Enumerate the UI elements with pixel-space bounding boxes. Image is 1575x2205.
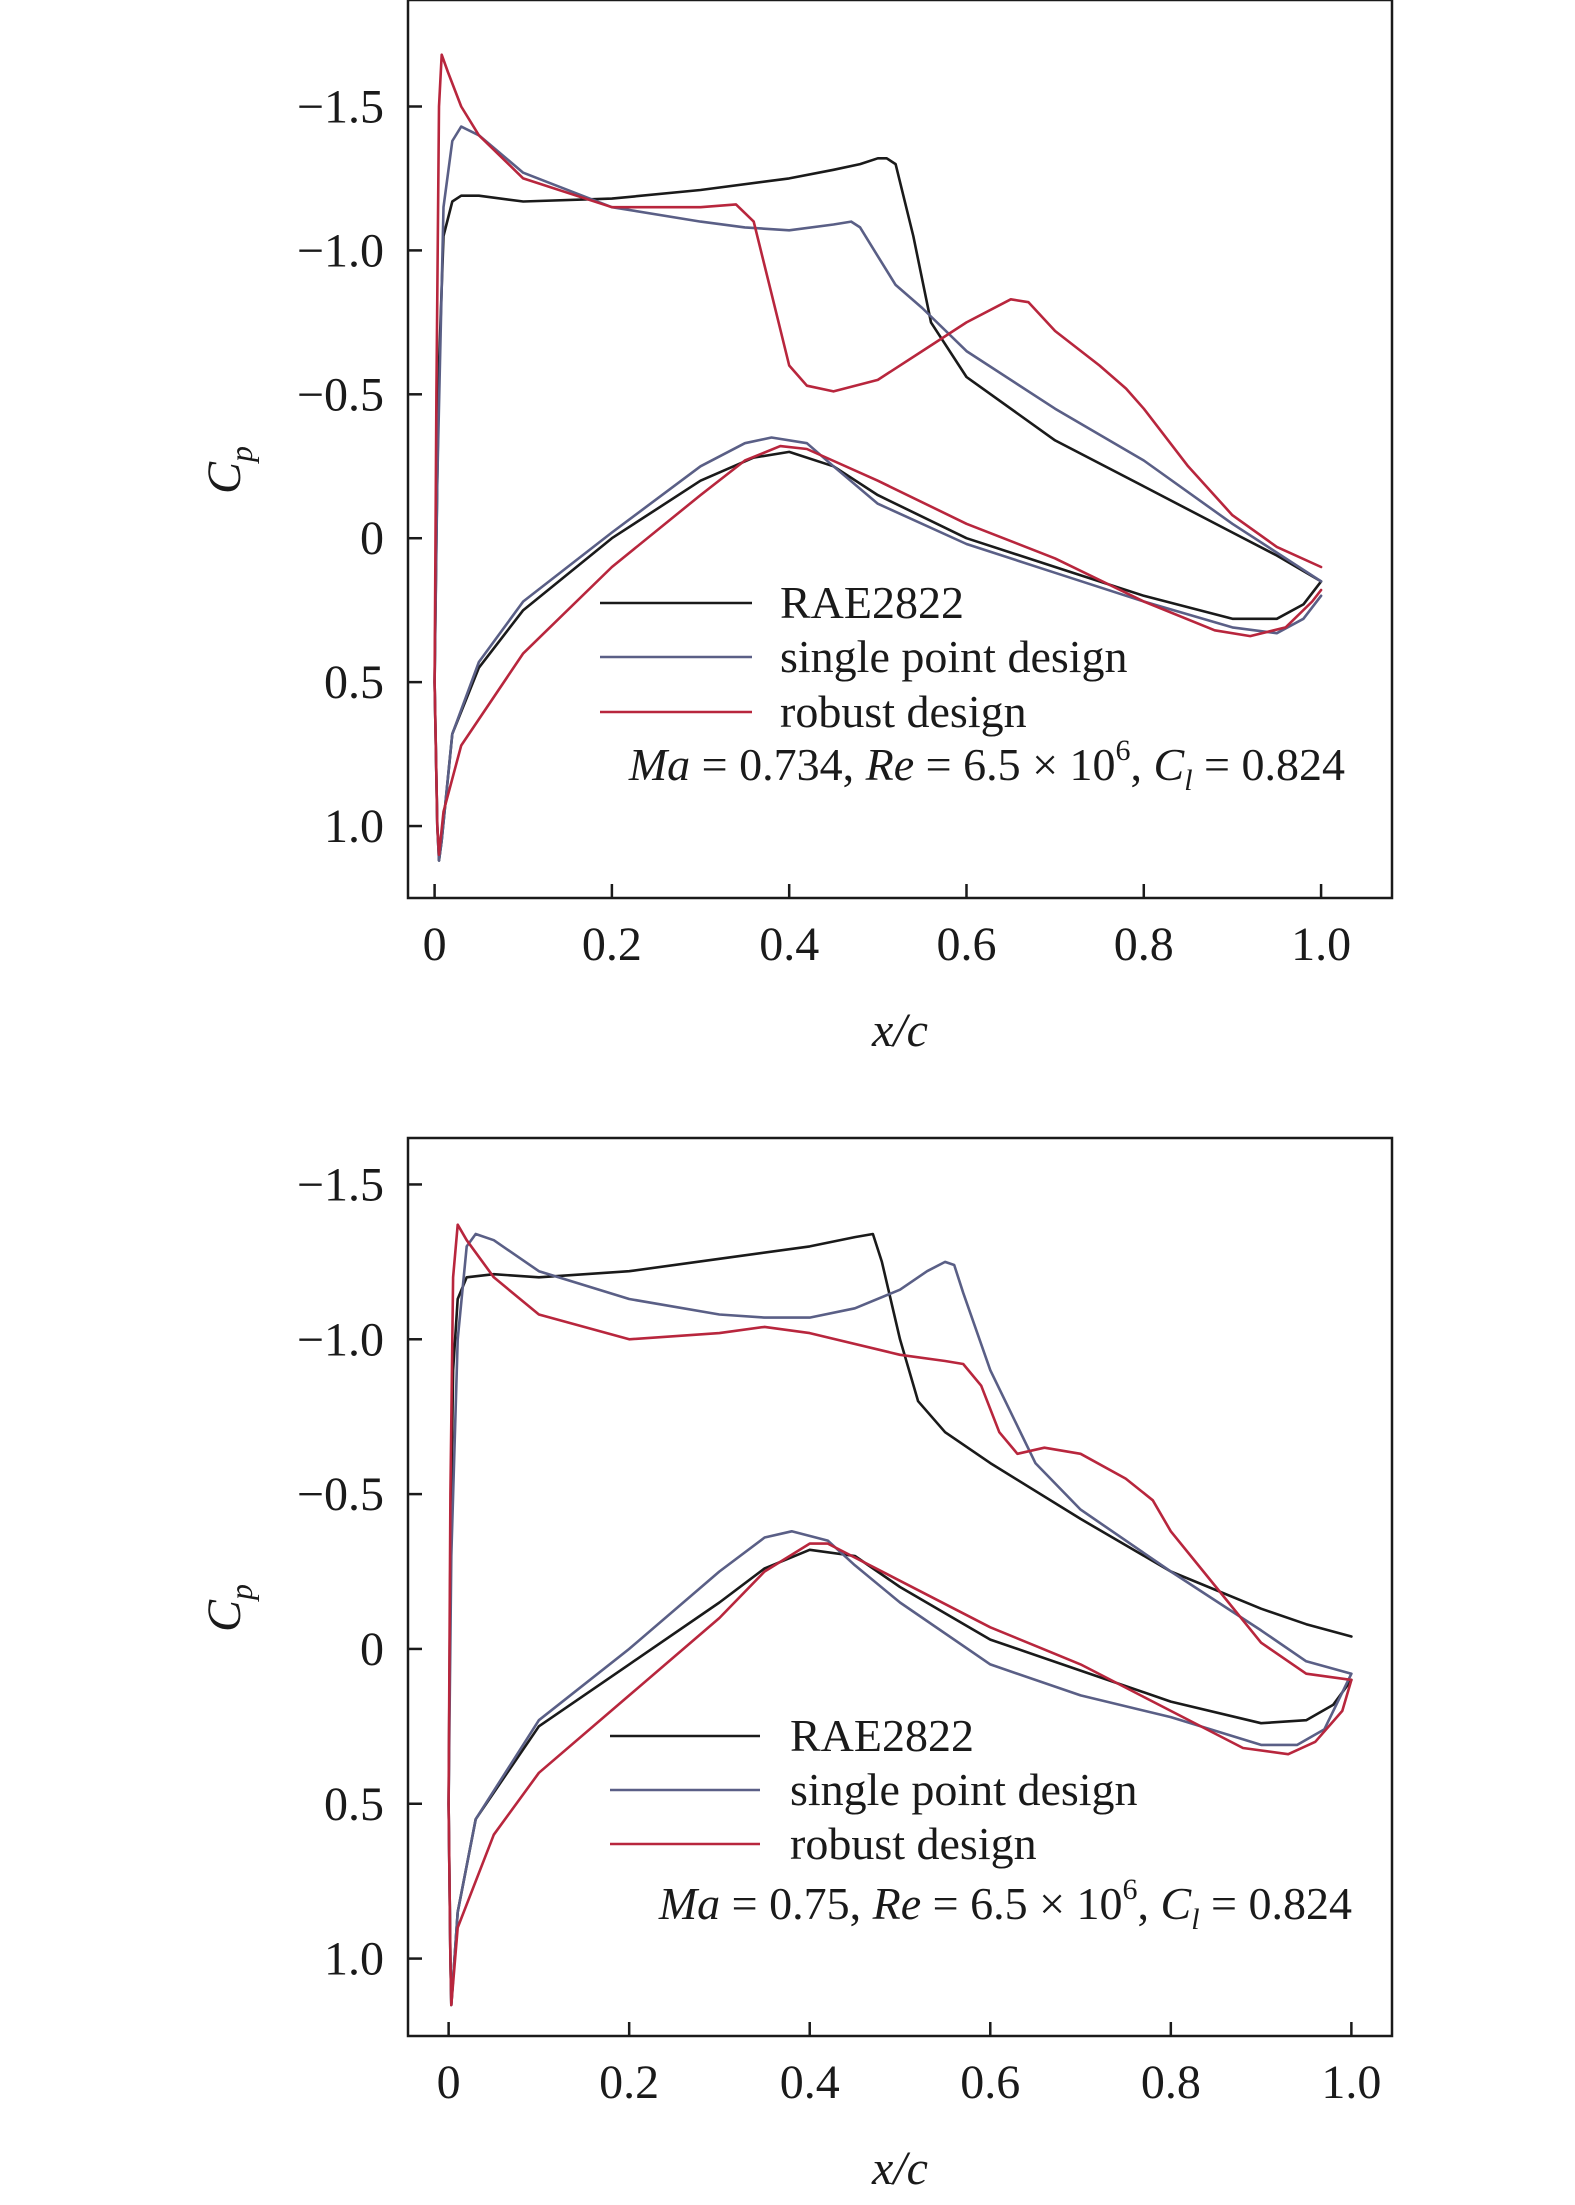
x-tick-label: 0.8 (1141, 2056, 1201, 2109)
y-tick-label: −0.5 (297, 1468, 384, 1521)
x-tick-label: 1.0 (1321, 2056, 1381, 2109)
y-tick-label: −1.5 (297, 1158, 384, 1211)
x-tick-label: 1.0 (1291, 918, 1351, 971)
y-tick-label: 0.5 (324, 656, 384, 709)
chart-panel-1: 0 0.2 0.4 0.6 0.8 1.0 −1.5 −1.0 −0.5 0 0.5 1.0 x/c Cp… (198, 0, 1394, 1057)
series-line-single-point-design (447, 1232, 1353, 2007)
legend-label: single point design (780, 631, 1128, 682)
y-tick-label: −1.0 (297, 1313, 384, 1366)
legend-label: single point design (790, 1764, 1138, 1815)
x-axis-label: x/c (871, 1004, 928, 1057)
chart-panel-2: 0 0.2 0.4 0.6 0.8 1.0 −1.5 −1.0 −0.5 0 0.5 1.0 x/c Cp… (198, 1136, 1394, 2195)
y-tick-label: 0 (360, 512, 384, 565)
x-tick-label: 0.2 (582, 918, 642, 971)
y-tick-label: −1.5 (297, 80, 384, 133)
legend-label: robust design (780, 686, 1027, 737)
x-tick-label: 0 (437, 2056, 461, 2109)
series-line-robust-design (447, 1223, 1353, 2007)
y-tick-label: 0 (360, 1623, 384, 1676)
flow-condition-annotation: Ma = 0.734, Re = 6.5 × 106, Cl = 0.824 (628, 734, 1345, 797)
x-tick-label: 0 (423, 918, 447, 971)
plot-frame (406, 1136, 1394, 2038)
series-line-single-point-design (433, 125, 1323, 862)
x-tick-label: 0.4 (759, 918, 819, 971)
y-tick-label: −1.0 (297, 224, 384, 277)
x-tick-label: 0.6 (960, 2056, 1020, 2109)
legend-label: RAE2822 (780, 577, 964, 628)
y-tick-label: 1.0 (324, 800, 384, 853)
legend-label: robust design (790, 1818, 1037, 1869)
x-axis-label: x/c (871, 2142, 928, 2195)
plot-frame (406, 0, 1394, 900)
x-tick-label: 0.4 (780, 2056, 840, 2109)
y-tick-label: 0.5 (324, 1778, 384, 1831)
x-tick-label: 0.8 (1114, 918, 1174, 971)
y-tick-label: −0.5 (297, 368, 384, 421)
x-tick-label: 0.6 (936, 918, 996, 971)
series-line-robust-design (433, 53, 1323, 857)
legend-label: RAE2822 (790, 1710, 974, 1761)
y-axis-label: Cp (198, 1584, 259, 1632)
y-axis-label: Cp (198, 446, 259, 494)
flow-condition-annotation: Ma = 0.75, Re = 6.5 × 106, Cl = 0.824 (658, 1873, 1352, 1936)
y-tick-label: 1.0 (324, 1933, 384, 1986)
x-tick-label: 0.2 (599, 2056, 659, 2109)
